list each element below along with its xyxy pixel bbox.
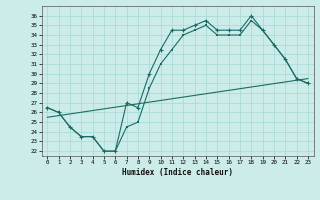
X-axis label: Humidex (Indice chaleur): Humidex (Indice chaleur) xyxy=(122,168,233,177)
